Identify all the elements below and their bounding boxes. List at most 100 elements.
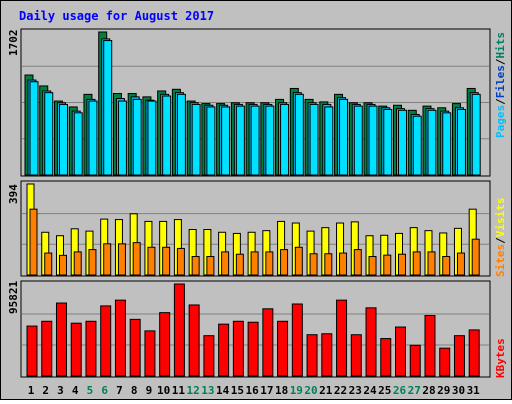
kbytes-bar	[203, 335, 215, 377]
legend-pages: Pages	[494, 105, 507, 138]
legend-hits-files-pages: Pages/Files/Hits	[494, 32, 507, 138]
kbytes-bar	[188, 304, 200, 377]
sites-bar	[309, 253, 318, 276]
sites-bar	[265, 251, 274, 276]
pages-bar	[147, 100, 157, 176]
kbytes-bar	[55, 302, 67, 377]
kbytes-bar	[144, 330, 156, 377]
x-tick-label: 19	[290, 384, 303, 397]
sites-bar	[206, 256, 215, 276]
kbytes-bar	[453, 335, 465, 377]
sites-bar	[442, 256, 451, 276]
pages-bar	[176, 93, 186, 176]
x-tick-label: 1	[28, 384, 35, 397]
chart-title: Daily usage for August 2017	[19, 9, 214, 23]
sites-bar	[58, 254, 67, 276]
x-tick-label: 5	[87, 384, 94, 397]
x-tick-label: 8	[131, 384, 138, 397]
x-tick-label: 12	[187, 384, 200, 397]
kbytes-bar	[85, 320, 97, 377]
pages-bar	[265, 105, 275, 176]
sites-bar	[103, 243, 112, 276]
x-tick-label: 22	[334, 384, 347, 397]
pages-bar	[324, 106, 334, 176]
kbytes-bar	[306, 334, 318, 377]
x-tick-label: 28	[422, 384, 435, 397]
sites-bar	[250, 251, 259, 276]
pages-bar	[250, 105, 260, 176]
pages-bar	[412, 115, 422, 176]
kbytes-bar	[468, 329, 480, 377]
pages-bar	[88, 100, 98, 176]
kbytes-bar	[277, 320, 289, 377]
x-tick-label: 2	[42, 384, 49, 397]
pages-bar	[427, 109, 437, 176]
pages-bar	[44, 92, 54, 176]
pages-bar	[471, 93, 481, 176]
kbytes-max-label: 95821	[7, 281, 20, 314]
pages-bar	[309, 103, 319, 176]
x-tick-label: 20	[304, 384, 317, 397]
sites-bar	[368, 256, 377, 276]
x-tick-label: 26	[393, 384, 407, 397]
kbytes-bar	[114, 299, 126, 377]
sites-bar	[132, 242, 141, 276]
kbytes-bar	[365, 307, 377, 377]
kbytes-bar	[173, 283, 185, 377]
kbytes-bar	[262, 308, 274, 377]
pages-bar	[294, 93, 304, 176]
legend-sep-2: /	[494, 58, 507, 65]
pages-bar	[280, 103, 290, 176]
pages-bar	[456, 108, 466, 176]
pages-bar	[368, 105, 378, 176]
pages-bar	[191, 103, 201, 176]
sites-bar	[117, 243, 126, 276]
kbytes-bar	[409, 344, 421, 377]
x-tick-label: 14	[216, 384, 230, 397]
sites-bar	[353, 249, 362, 276]
pages-bar	[132, 98, 142, 176]
pages-bar	[29, 81, 39, 176]
sites-bar	[398, 253, 406, 276]
sites-bar	[235, 253, 244, 276]
kbytes-bar	[336, 299, 348, 377]
sites-bar	[427, 251, 436, 276]
x-tick-label: 13	[201, 384, 214, 397]
sites-bar	[176, 247, 185, 276]
sites-bar	[88, 249, 97, 276]
pages-bar	[73, 112, 83, 176]
x-tick-label: 9	[146, 384, 153, 397]
kbytes-bar	[291, 303, 303, 377]
kbytes-bar	[129, 318, 141, 377]
pages-bar	[117, 100, 127, 176]
pages-bar	[58, 103, 68, 176]
legend-hits: Hits	[494, 32, 507, 59]
x-tick-label: 17	[260, 384, 273, 397]
hits-max-label: 1702	[7, 30, 20, 57]
x-tick-label: 11	[172, 384, 186, 397]
sites-bar	[294, 246, 303, 276]
kbytes-bar	[350, 334, 362, 377]
x-tick-label: 25	[378, 384, 391, 397]
kbytes-bar	[26, 325, 38, 377]
x-tick-label: 3	[57, 384, 64, 397]
sites-bar	[147, 246, 156, 276]
kbytes-bar	[380, 338, 392, 377]
pages-bar	[221, 106, 231, 176]
x-tick-label: 6	[101, 384, 108, 397]
pages-bar	[383, 108, 393, 176]
kbytes-bar	[321, 333, 333, 377]
x-tick-label: 15	[231, 384, 244, 397]
legend-sep-1: /	[494, 98, 507, 105]
kbytes-bar	[41, 320, 53, 377]
x-tick-label: 7	[116, 384, 123, 397]
sites-bar	[412, 251, 421, 276]
legend-sep-3: /	[494, 237, 507, 244]
legend-files: Files	[494, 65, 507, 98]
kbytes-bar	[159, 312, 171, 377]
pages-bar	[339, 98, 349, 176]
sites-bar	[324, 253, 333, 276]
pages-bar	[442, 112, 452, 176]
sites-bar	[339, 252, 348, 276]
